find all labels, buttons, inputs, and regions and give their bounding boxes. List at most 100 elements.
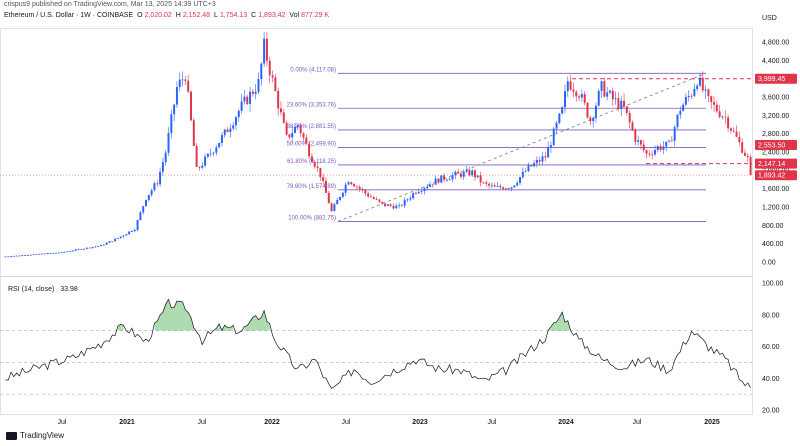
ohlc-l-label: L <box>214 12 218 19</box>
price-tick-label: 2,800.00 <box>762 131 789 138</box>
fib-trend-line <box>337 72 707 222</box>
candle-body <box>310 156 313 162</box>
candle-body <box>465 170 468 172</box>
candle-body <box>389 204 392 206</box>
candle-body <box>462 171 465 177</box>
candle-body <box>696 85 699 89</box>
candle-body <box>676 114 679 128</box>
candle-body <box>319 167 322 178</box>
candle-body <box>710 96 713 103</box>
candle-body <box>195 146 198 167</box>
candle-body <box>128 231 131 235</box>
time-tick-label: Jul <box>488 419 497 426</box>
candle-body <box>493 185 496 187</box>
candle-body <box>578 96 581 98</box>
price-axis: 4,800.004,400.004,000.003,600.003,200.00… <box>762 40 789 267</box>
candle-body <box>502 187 505 190</box>
brand-name: TradingView <box>20 431 65 440</box>
candle-body <box>392 205 395 209</box>
candle-body <box>7 256 10 258</box>
candle-body <box>102 244 105 246</box>
candle-body <box>538 160 541 162</box>
price-tick-label: 2,400.00 <box>762 150 789 157</box>
candle-body <box>147 194 150 200</box>
candle-body <box>451 175 454 180</box>
candle-body <box>91 247 94 249</box>
candle-body <box>167 133 170 153</box>
candle-body <box>192 120 195 147</box>
candle-body <box>153 183 156 191</box>
candle-body <box>738 136 741 143</box>
candle-body <box>741 142 744 153</box>
candle-body <box>302 133 305 138</box>
price-tick-label: 3,200.00 <box>762 113 789 120</box>
candle-body <box>111 241 114 243</box>
tradingview-logo-icon <box>6 431 17 440</box>
candle-body <box>175 87 178 105</box>
price-tick-label: 0.00 <box>762 260 776 267</box>
candle-body <box>687 95 690 97</box>
candle-body <box>555 122 558 129</box>
candle-body <box>288 134 291 138</box>
candle-body <box>164 152 167 163</box>
rsi-overbought-fill <box>154 299 194 331</box>
candle-body <box>544 156 547 158</box>
price-tick-label: 3,600.00 <box>762 95 789 102</box>
candle-body <box>97 246 100 247</box>
rsi-line <box>5 298 751 389</box>
candle-body <box>507 188 510 190</box>
fib-level-label: 100.00% (882.75) <box>288 216 336 222</box>
candle-body <box>15 255 18 257</box>
candle-body <box>561 107 564 114</box>
candle-body <box>201 165 204 168</box>
candle-body <box>592 117 595 122</box>
candle-body <box>519 177 521 183</box>
time-tick-label: Jul <box>342 419 351 426</box>
candle-body <box>316 166 319 168</box>
candle-body <box>443 175 446 180</box>
symbol-legend: Ethereum / U.S. Dollar · 1W · COINBASE O… <box>4 12 331 19</box>
time-tick-label: 2024 <box>558 419 574 426</box>
candle-body <box>386 204 389 207</box>
candle-body <box>299 124 302 134</box>
candle-body <box>49 253 52 254</box>
candle-body <box>620 100 623 109</box>
candle-body <box>434 178 437 185</box>
candle-body <box>85 247 88 249</box>
candle-body <box>727 117 730 129</box>
candle-body <box>617 98 620 109</box>
candle-body <box>35 253 38 255</box>
rsi-overbought-fill <box>548 312 571 331</box>
candle-body <box>156 183 159 185</box>
candle-body <box>516 182 519 186</box>
rsi-title: RSI (14, close) <box>8 286 55 293</box>
candle-body <box>330 203 333 212</box>
candle-body <box>327 192 330 204</box>
candle-body <box>220 135 223 143</box>
candle-body <box>426 186 429 189</box>
candle-body <box>535 160 538 164</box>
candle-body <box>4 256 7 258</box>
candle-body <box>347 182 350 185</box>
candle-body <box>566 81 569 92</box>
candle-body <box>274 77 277 91</box>
candle-body <box>437 178 440 183</box>
time-tick-label: 2021 <box>119 419 135 426</box>
candle-body <box>218 142 221 148</box>
candle-body <box>580 94 583 98</box>
candle-body <box>718 111 721 118</box>
candle-body <box>108 241 111 243</box>
candle-body <box>651 154 654 156</box>
candle-body <box>440 175 443 183</box>
candle-body <box>606 92 609 97</box>
candle-body <box>355 186 358 188</box>
candle-body <box>746 155 749 157</box>
candle-body <box>173 104 176 115</box>
candle-body <box>594 105 597 118</box>
candle-body <box>294 126 297 133</box>
candle-body <box>609 90 611 93</box>
time-axis: Jul 2021 Jul 2022 Jul 2023 Jul 2024 Jul 2025 <box>58 419 720 426</box>
price-tick-label: 800.00 <box>762 223 784 230</box>
